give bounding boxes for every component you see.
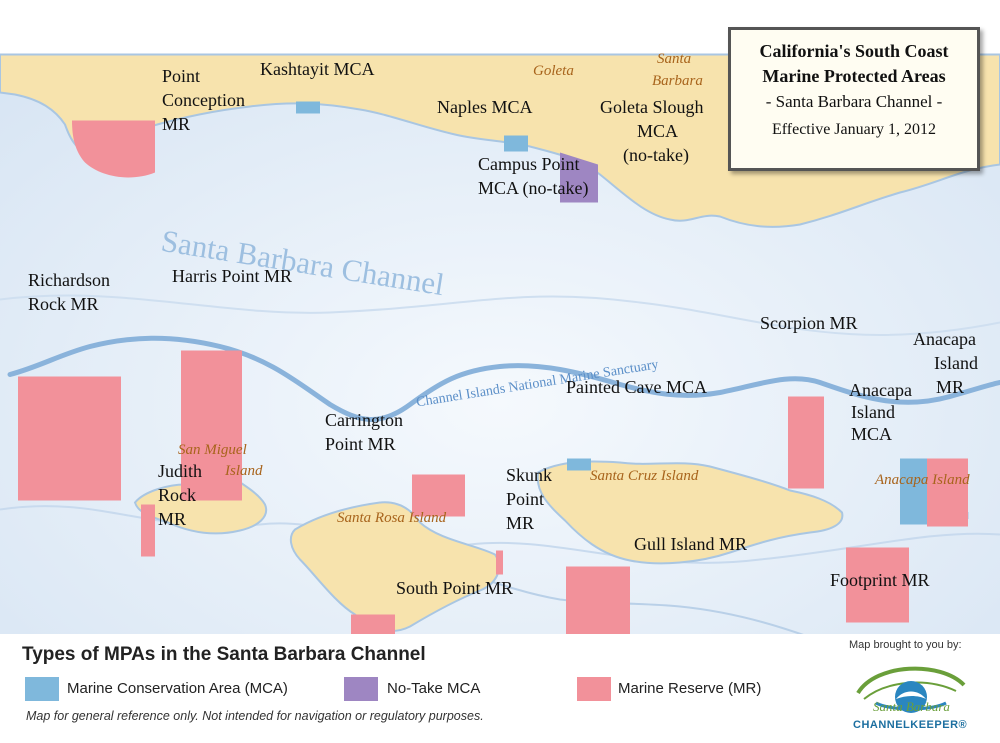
judith-label-2: Rock [158, 485, 196, 505]
campus-point-label-1: Campus Point [478, 154, 580, 174]
depth-contour [0, 294, 1000, 336]
point-conception-label-2: Conception [162, 90, 245, 110]
naples-label: Naples MCA [437, 97, 533, 117]
scorpion-mr [788, 396, 824, 489]
point-conception-mr [72, 120, 155, 178]
legend-swatch-mca [25, 677, 59, 701]
skunk-label-1: Skunk [506, 465, 553, 485]
painted-cave-mca [567, 458, 591, 471]
anacapa-mr-label-3: MR [936, 377, 965, 397]
san-miguel-label-2: Island [225, 463, 263, 479]
anacapa-mr-label-2: Island [934, 353, 978, 373]
skunk-point-mr [496, 550, 503, 575]
campus-point-label-2: MCA (no-take) [478, 178, 589, 198]
legend-label-mca: Marine Conservation Area (MCA) [67, 680, 288, 697]
logo-text-2: CHANNELKEEPER® [853, 719, 968, 731]
richardson-label-2: Rock MR [28, 294, 99, 314]
santa-cruz-label: Santa Cruz Island [590, 468, 699, 484]
anacapa-mca-label-1: Anacapa [849, 380, 912, 400]
carrington-label-2: Point MR [325, 434, 396, 454]
legend-title: Types of MPAs in the Santa Barbara Chann… [22, 644, 426, 665]
goleta-slough-label-2: MCA [637, 121, 679, 141]
judith-rock-mr [141, 504, 155, 557]
naples-mca [504, 135, 528, 152]
anacapa-label: Anacapa Island [875, 472, 970, 488]
legend-label-mr: Marine Reserve (MR) [618, 680, 762, 697]
painted-cave-label: Painted Cave MCA [566, 377, 707, 397]
santa-cruz-island [536, 460, 844, 565]
santa-rosa-island [289, 501, 500, 632]
harris-label: Harris Point MR [172, 266, 293, 286]
point-conception-label-1: Point [162, 66, 201, 86]
town-santa-barbara-1: Santa [657, 51, 692, 67]
carrington-label-1: Carrington [325, 410, 403, 430]
anacapa-mca-label-3: MCA [851, 424, 893, 444]
skunk-label-2: Point [506, 489, 545, 509]
goleta-slough-label-1: Goleta Slough [600, 97, 704, 117]
title-line-3: - Santa Barbara Channel - [765, 92, 943, 111]
channelkeeper-logo [856, 666, 966, 713]
anacapa-mr-label-1: Anacapa [913, 329, 976, 349]
footprint-mr [846, 547, 909, 623]
title-box: California's South Coast Marine Protecte… [728, 27, 980, 171]
judith-label-3: MR [158, 509, 187, 529]
harris-point-mr [181, 350, 242, 501]
judith-label-1: Judith [158, 461, 203, 481]
anacapa-mca-label-2: Island [851, 402, 895, 422]
town-goleta: Goleta [533, 63, 574, 79]
south-point-label: South Point MR [396, 578, 514, 598]
logo-text-1: Santa Barbara [873, 699, 950, 714]
kashtayit-label: Kashtayit MCA [260, 59, 375, 79]
anacapa-island-mr [927, 458, 968, 527]
gull-label: Gull Island MR [634, 534, 748, 554]
kashtayit-mca [296, 101, 320, 114]
skunk-label-3: MR [506, 513, 535, 533]
richardson-rock-mr [18, 376, 121, 501]
title-line-4: Effective January 1, 2012 [771, 121, 937, 138]
sanctuary-boundary [7, 335, 1000, 422]
legend: Types of MPAs in the Santa Barbara Chann… [0, 634, 1000, 743]
richardson-label-1: Richardson [28, 270, 110, 290]
footprint-label: Footprint MR [830, 570, 930, 590]
sanctuary-boundary-lower [469, 573, 831, 646]
santa-rosa-label: Santa Rosa Island [337, 510, 447, 526]
credit-text: Map brought to you by: [849, 639, 962, 651]
anacapa-island-mca [900, 458, 927, 525]
san-miguel-label-1: San Miguel [178, 442, 247, 458]
legend-label-no-take: No-Take MCA [387, 680, 481, 697]
goleta-slough-label-3: (no-take) [623, 145, 689, 165]
town-santa-barbara-2: Barbara [652, 73, 703, 89]
point-conception-label-3: MR [162, 114, 191, 134]
title-line-2: Marine Protected Areas [762, 66, 946, 86]
title-line-1: California's South Coast [759, 41, 949, 61]
scorpion-label: Scorpion MR [760, 313, 858, 333]
campus-point-mca [560, 152, 598, 203]
carrington-point-mr [412, 474, 465, 517]
legend-swatch-mr [577, 677, 611, 701]
legend-swatch-no-take [344, 677, 378, 701]
disclaimer: Map for general reference only. Not inte… [26, 709, 484, 723]
